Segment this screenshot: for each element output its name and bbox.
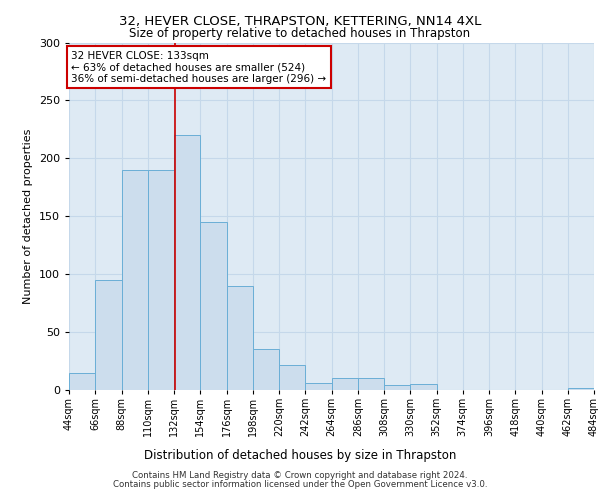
Bar — [568, 388, 594, 390]
Bar — [95, 280, 121, 390]
Text: Contains HM Land Registry data © Crown copyright and database right 2024.: Contains HM Land Registry data © Crown c… — [132, 471, 468, 480]
Bar — [174, 135, 200, 390]
Bar — [358, 378, 384, 390]
Bar — [253, 350, 279, 390]
Bar — [200, 222, 227, 390]
Bar — [384, 386, 410, 390]
Text: Distribution of detached houses by size in Thrapston: Distribution of detached houses by size … — [144, 450, 456, 462]
Bar — [410, 384, 437, 390]
Bar — [279, 364, 305, 390]
Bar — [227, 286, 253, 390]
Bar — [121, 170, 148, 390]
Bar — [69, 372, 95, 390]
Bar — [305, 383, 331, 390]
Y-axis label: Number of detached properties: Number of detached properties — [23, 128, 33, 304]
Text: 32 HEVER CLOSE: 133sqm
← 63% of detached houses are smaller (524)
36% of semi-de: 32 HEVER CLOSE: 133sqm ← 63% of detached… — [71, 50, 326, 84]
Text: Size of property relative to detached houses in Thrapston: Size of property relative to detached ho… — [130, 28, 470, 40]
Text: 32, HEVER CLOSE, THRAPSTON, KETTERING, NN14 4XL: 32, HEVER CLOSE, THRAPSTON, KETTERING, N… — [119, 15, 481, 28]
Text: Contains public sector information licensed under the Open Government Licence v3: Contains public sector information licen… — [113, 480, 487, 489]
Bar — [148, 170, 174, 390]
Bar — [331, 378, 358, 390]
